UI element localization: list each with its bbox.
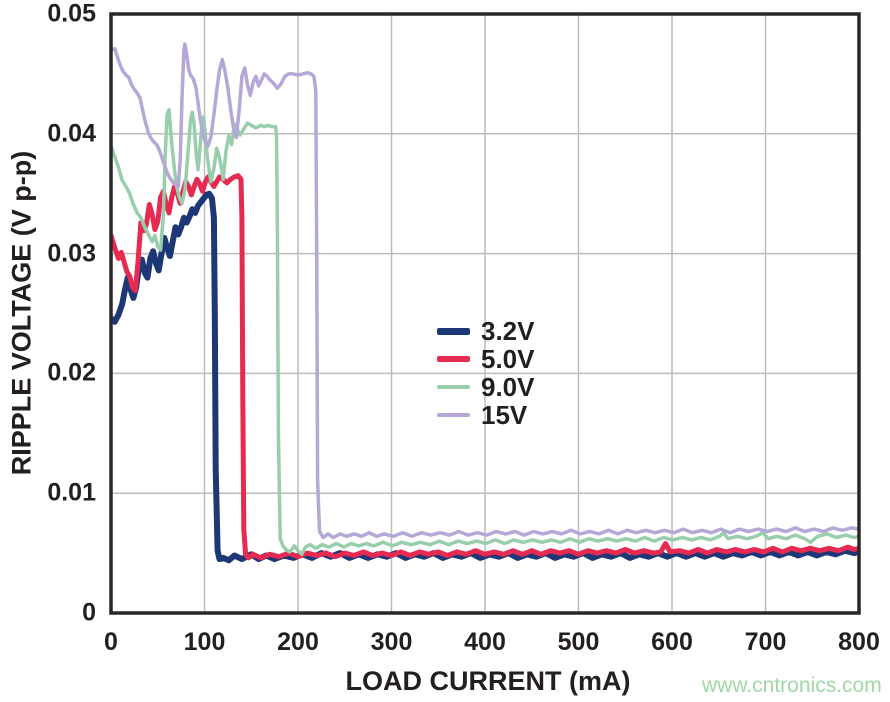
x-axis-title: LOAD CURRENT (mA) [345,666,631,696]
y-tick-label: 0 [82,598,96,627]
legend-label: 5.0V [481,344,535,374]
legend-swatch-9-0v [437,385,470,389]
series-line-15v [111,42,859,540]
x-tick-label: 0 [104,628,118,656]
y-tick-label: 0.01 [47,478,96,507]
y-tick-label: 0.05 [47,0,96,28]
legend-item: 15V [437,401,535,429]
legend-swatch-3-2v [437,327,470,335]
plot-border [109,12,861,615]
y-tick-label: 0.03 [47,239,96,268]
legend-item: 5.0V [437,345,535,373]
y-tick-label: 0.02 [47,358,96,387]
series-line-9-0v [111,108,859,557]
series-line-5-0v [111,173,859,561]
series-lines [111,42,859,564]
legend-item: 3.2V [437,317,535,345]
legend: 3.2V 5.0V 9.0V 15V [437,317,535,429]
x-tick-label: 200 [277,628,319,656]
x-tick-label: 800 [838,628,880,656]
gridlines [111,14,859,613]
x-tick-label: 500 [557,628,600,656]
x-tick-label: 100 [183,628,226,656]
legend-label: 9.0V [481,372,535,402]
legend-label: 3.2V [481,316,535,346]
x-tick-label: 600 [651,628,693,656]
legend-item: 9.0V [437,373,535,401]
legend-label: 15V [481,400,528,430]
x-tick-label: 400 [464,628,506,656]
legend-swatch-5-0v [437,356,470,362]
watermark: www.cntronics.com [702,674,882,697]
y-axis-title: RIPPLE VOLTAGE (V p-p) [6,150,37,476]
x-tick-label: 300 [370,628,413,656]
x-tick-label: 700 [744,628,787,656]
legend-swatch-15v [437,413,470,417]
y-tick-label: 0.04 [47,119,96,148]
